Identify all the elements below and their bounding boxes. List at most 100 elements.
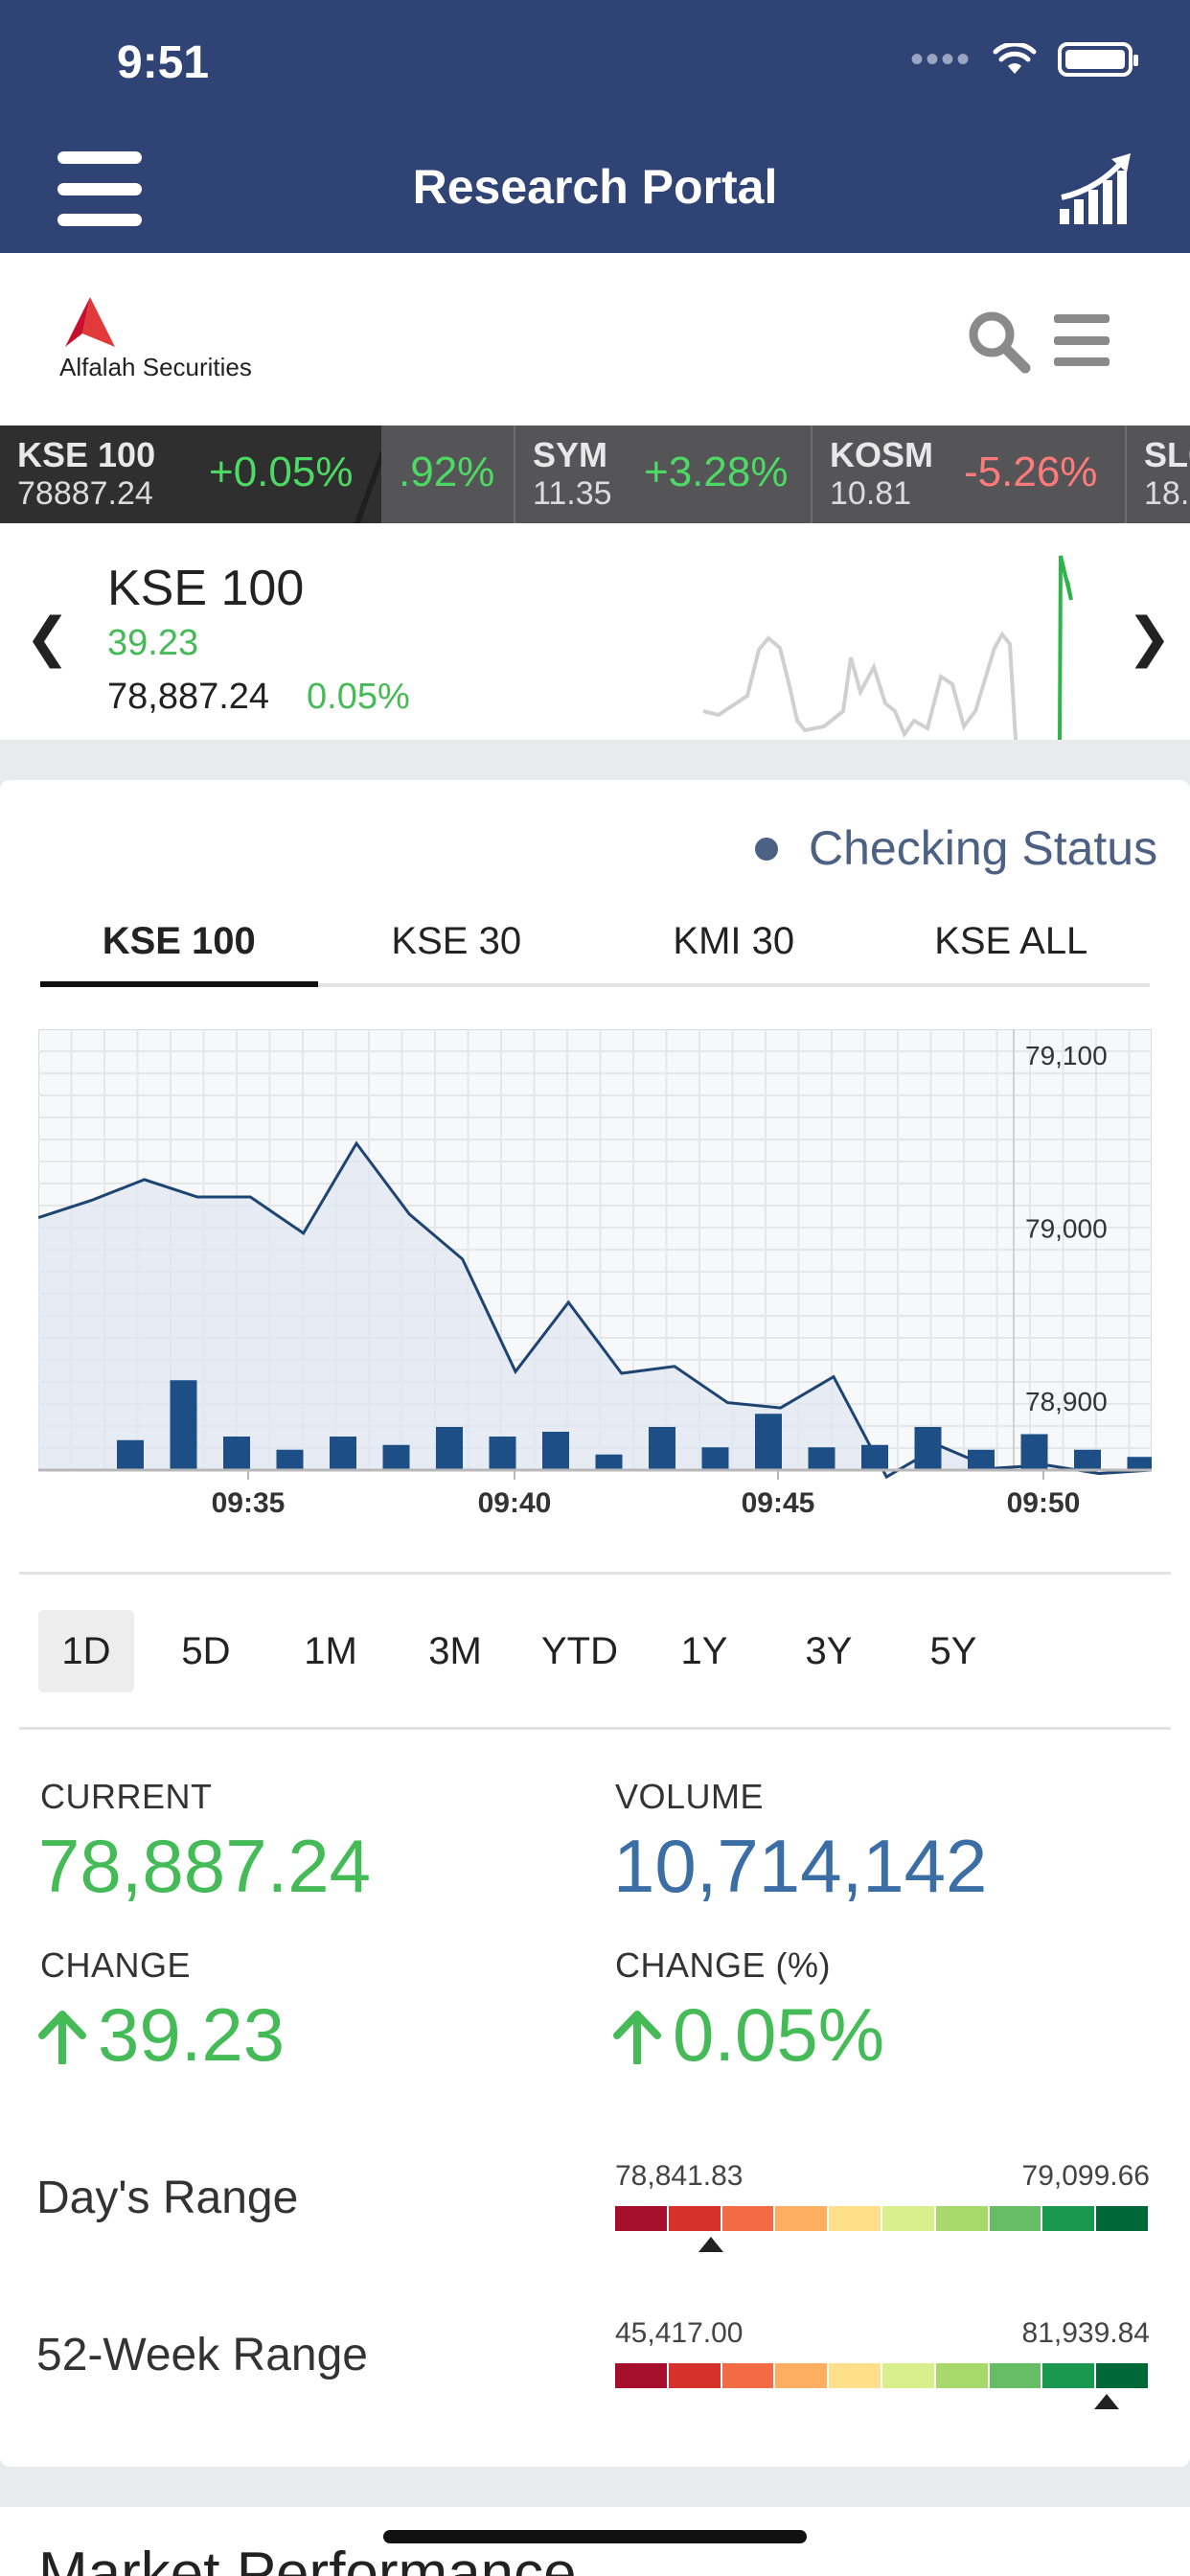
range-segment [881, 2363, 934, 2388]
volume-bar [595, 1454, 623, 1470]
y-tick-label: 79,100 [1025, 1041, 1108, 1070]
index-detail-card: Checking Status KSE 100 KSE 30 KMI 30 KS… [0, 780, 1190, 2467]
cellular-signal-icon: •••• [909, 38, 972, 80]
volume-bar [117, 1439, 144, 1470]
status-indicator-dot [755, 838, 778, 861]
ticker-price: 10.81 [830, 475, 912, 512]
menu-line [57, 151, 142, 164]
volume-label: VOLUME [615, 1777, 765, 1816]
market-performance-section: Market Performance [0, 2507, 1190, 2576]
days-range-high: 79,099.66 [1021, 2160, 1150, 2192]
change-percent-row: 0.05% [613, 1991, 884, 2079]
ticker-change: +0.05% [209, 448, 354, 495]
growth-chart-icon[interactable] [1058, 151, 1134, 226]
range-segment [615, 2206, 667, 2231]
price-line [38, 1140, 1152, 1480]
status-icons: •••• [909, 38, 1138, 80]
range-segment [829, 2363, 881, 2388]
volume-bar [382, 1444, 410, 1470]
volume-bar [223, 1437, 250, 1470]
x-tick-label: 09:45 [742, 1487, 815, 1519]
volume-bar [1020, 1434, 1048, 1470]
volume-bar [1127, 1457, 1152, 1470]
volume-bar [701, 1447, 729, 1470]
volume-bar [489, 1437, 516, 1470]
range-segment [721, 2363, 774, 2388]
days-range-marker [698, 2237, 724, 2252]
ticker-item[interactable]: .92% [381, 426, 515, 523]
range-ytd[interactable]: YTD [541, 1630, 618, 1672]
divider [19, 1572, 1171, 1575]
range-5y[interactable]: 5Y [929, 1630, 977, 1672]
ticker-price: 78887.24 [17, 475, 153, 512]
volume-bar [542, 1432, 569, 1470]
ticker-item[interactable]: KSE 100 78887.24 +0.05% [0, 426, 383, 523]
week52-range-bar [615, 2363, 1150, 2388]
ticker-item[interactable]: SYM 11.35 +3.28% [515, 426, 812, 523]
summary-change: 39.23 [107, 623, 199, 663]
tab-kse-100[interactable]: KSE 100 [40, 895, 318, 987]
days-range-low: 78,841.83 [615, 2160, 744, 2192]
ticker-change: +3.28% [644, 448, 789, 495]
change-label: CHANGE [40, 1945, 192, 1985]
ticker-change: -5.26% [964, 448, 1098, 495]
tab-kse-all[interactable]: KSE ALL [934, 920, 1088, 962]
wifi-icon [993, 43, 1037, 74]
volume-bar [1074, 1449, 1101, 1470]
volume-bar [755, 1414, 782, 1470]
brand-bar: Alfalah Securities [0, 253, 1190, 426]
volume-bar [170, 1380, 197, 1470]
change-value: 39.23 [98, 1992, 286, 2077]
home-indicator[interactable] [383, 2530, 807, 2543]
index-tabs: KSE 100 KSE 30 KMI 30 KSE ALL [40, 895, 1150, 987]
current-value: 78,887.24 [38, 1824, 372, 1908]
range-segment [1096, 2206, 1148, 2231]
menu-line [57, 214, 142, 226]
range-segment [935, 2363, 988, 2388]
change-percent-value: 0.05% [673, 1992, 885, 2077]
menu-line [1054, 335, 1110, 345]
tab-kse-30[interactable]: KSE 30 [391, 920, 522, 962]
brand-name: Alfalah Securities [59, 353, 252, 381]
range-segment [721, 2206, 774, 2231]
arrow-up-icon [38, 2011, 86, 2064]
tab-kmi-30[interactable]: KMI 30 [673, 920, 795, 962]
index-summary: ❮ KSE 100 39.23 78,887.24 0.05% ❯ [0, 523, 1190, 740]
hamburger-menu-button[interactable] [57, 151, 142, 226]
alfalah-logo-mark-icon [65, 297, 115, 347]
range-segment [775, 2363, 828, 2388]
ticker-item[interactable]: SLC 18. [1127, 426, 1190, 523]
alfalah-logo[interactable]: Alfalah Securities [59, 295, 252, 382]
chevron-left-icon[interactable]: ❮ [25, 607, 70, 667]
range-segment [775, 2206, 828, 2231]
section-title: Market Performance [38, 2541, 577, 2576]
days-range-label: Day's Range [36, 2173, 299, 2223]
chevron-right-icon[interactable]: ❯ [1127, 607, 1172, 667]
range-3y[interactable]: 3Y [805, 1630, 853, 1672]
y-tick-label: 79,000 [1025, 1213, 1108, 1243]
range-segment [1042, 2363, 1095, 2388]
range-segment [1042, 2206, 1095, 2231]
range-1y[interactable]: 1Y [680, 1630, 728, 1672]
index-price-chart[interactable]: 79,100 79,000 78,900 09:35 09:40 09:45 09:50 [38, 1029, 1152, 1528]
days-range-bar [615, 2206, 1150, 2231]
y-tick-label: 78,900 [1025, 1387, 1108, 1416]
range-segment [1096, 2363, 1148, 2388]
range-segment [989, 2206, 1041, 2231]
volume-bar [330, 1437, 356, 1470]
ticker-item[interactable]: KOSM 10.81 -5.26% [812, 426, 1127, 523]
connection-status: Checking Status [809, 821, 1158, 875]
range-5d[interactable]: 5D [181, 1630, 231, 1672]
ticker-price: 18. [1144, 475, 1190, 512]
volume-bar [436, 1427, 463, 1470]
range-1m[interactable]: 1M [304, 1630, 357, 1672]
volume-bar [914, 1427, 942, 1470]
price-area [38, 1143, 1152, 1478]
search-icon[interactable] [966, 309, 1031, 374]
range-3m[interactable]: 3M [428, 1630, 482, 1672]
ticker-symbol: SYM [533, 435, 608, 474]
menu-list-icon[interactable] [1054, 314, 1110, 366]
summary-percent: 0.05% [307, 677, 410, 717]
volume-value: 10,714,142 [613, 1824, 988, 1908]
range-1d[interactable]: 1D [38, 1610, 134, 1692]
